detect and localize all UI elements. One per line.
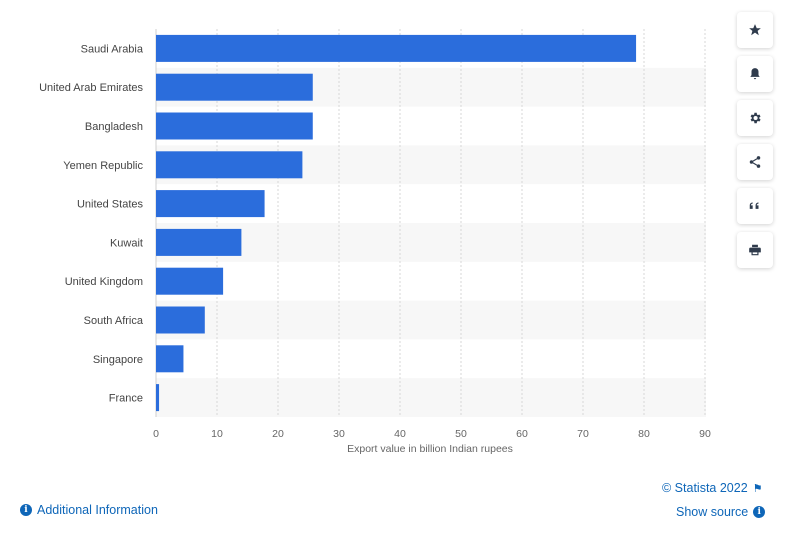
- bar[interactable]: [156, 34, 637, 62]
- info-icon: i: [20, 504, 32, 516]
- x-tick-label: 0: [153, 428, 159, 440]
- row-band: [156, 378, 706, 417]
- row-band: [156, 300, 706, 340]
- additional-information-text: Additional Information: [37, 503, 158, 517]
- category-label: United States: [77, 199, 144, 211]
- print-icon: [749, 244, 761, 256]
- print-button[interactable]: [737, 232, 773, 268]
- category-label: United Kingdom: [65, 276, 143, 288]
- category-labels: Saudi Arabia United Arab Emirates Banglade…: [39, 43, 144, 404]
- statista-credit[interactable]: © Statista 2022 ⚑: [662, 481, 763, 495]
- share-icon: [749, 156, 761, 168]
- x-tick-label: 50: [455, 428, 467, 440]
- x-tick-label: 60: [516, 428, 528, 440]
- show-source-link[interactable]: Show source i: [676, 505, 766, 519]
- x-tick-label: 10: [211, 428, 223, 440]
- bar[interactable]: [156, 73, 313, 101]
- x-axis-label: Export value in billion Indian rupees: [347, 443, 513, 455]
- bar[interactable]: [156, 190, 265, 218]
- x-tick-labels: 0 10 20 30 40 50 60 70 80 90: [153, 428, 711, 440]
- star-icon: [749, 24, 761, 36]
- bars: [156, 34, 637, 412]
- x-tick-label: 20: [272, 428, 284, 440]
- x-tick-label: 90: [699, 428, 711, 440]
- additional-information-link[interactable]: i Additional Information: [20, 503, 158, 517]
- row-bands: [156, 67, 706, 417]
- info-icon: i: [753, 506, 766, 518]
- category-label: South Africa: [84, 315, 144, 327]
- category-label: Saudi Arabia: [81, 43, 144, 55]
- bar[interactable]: [156, 151, 303, 179]
- flag-icon: ⚑: [752, 482, 763, 495]
- x-tick-label: 40: [394, 428, 406, 440]
- category-label: Bangladesh: [85, 121, 143, 133]
- category-label: France: [109, 393, 143, 405]
- category-label: Yemen Republic: [63, 160, 143, 172]
- bar[interactable]: [156, 267, 224, 295]
- bar[interactable]: [156, 306, 205, 334]
- show-source-text: Show source: [676, 505, 749, 519]
- bar[interactable]: [156, 112, 313, 140]
- bell-icon: [750, 68, 760, 80]
- share-button[interactable]: [737, 144, 773, 180]
- category-label: Singapore: [93, 354, 143, 366]
- x-tick-label: 70: [577, 428, 589, 440]
- favorite-button[interactable]: [737, 12, 773, 48]
- bar[interactable]: [156, 228, 242, 256]
- x-tick-label: 80: [638, 428, 650, 440]
- cite-button[interactable]: [737, 188, 773, 224]
- gear-icon: [750, 112, 761, 124]
- category-label: United Arab Emirates: [39, 82, 143, 94]
- x-tick-label: 30: [333, 428, 345, 440]
- chart-toolbar: [737, 12, 773, 276]
- bar[interactable]: [156, 384, 160, 412]
- credit-text: © Statista 2022: [662, 481, 748, 495]
- quote-icon: [749, 202, 759, 209]
- settings-button[interactable]: [737, 100, 773, 136]
- row-band: [156, 223, 706, 262]
- category-label: Kuwait: [110, 237, 143, 249]
- notification-button[interactable]: [737, 56, 773, 92]
- bar[interactable]: [156, 345, 184, 373]
